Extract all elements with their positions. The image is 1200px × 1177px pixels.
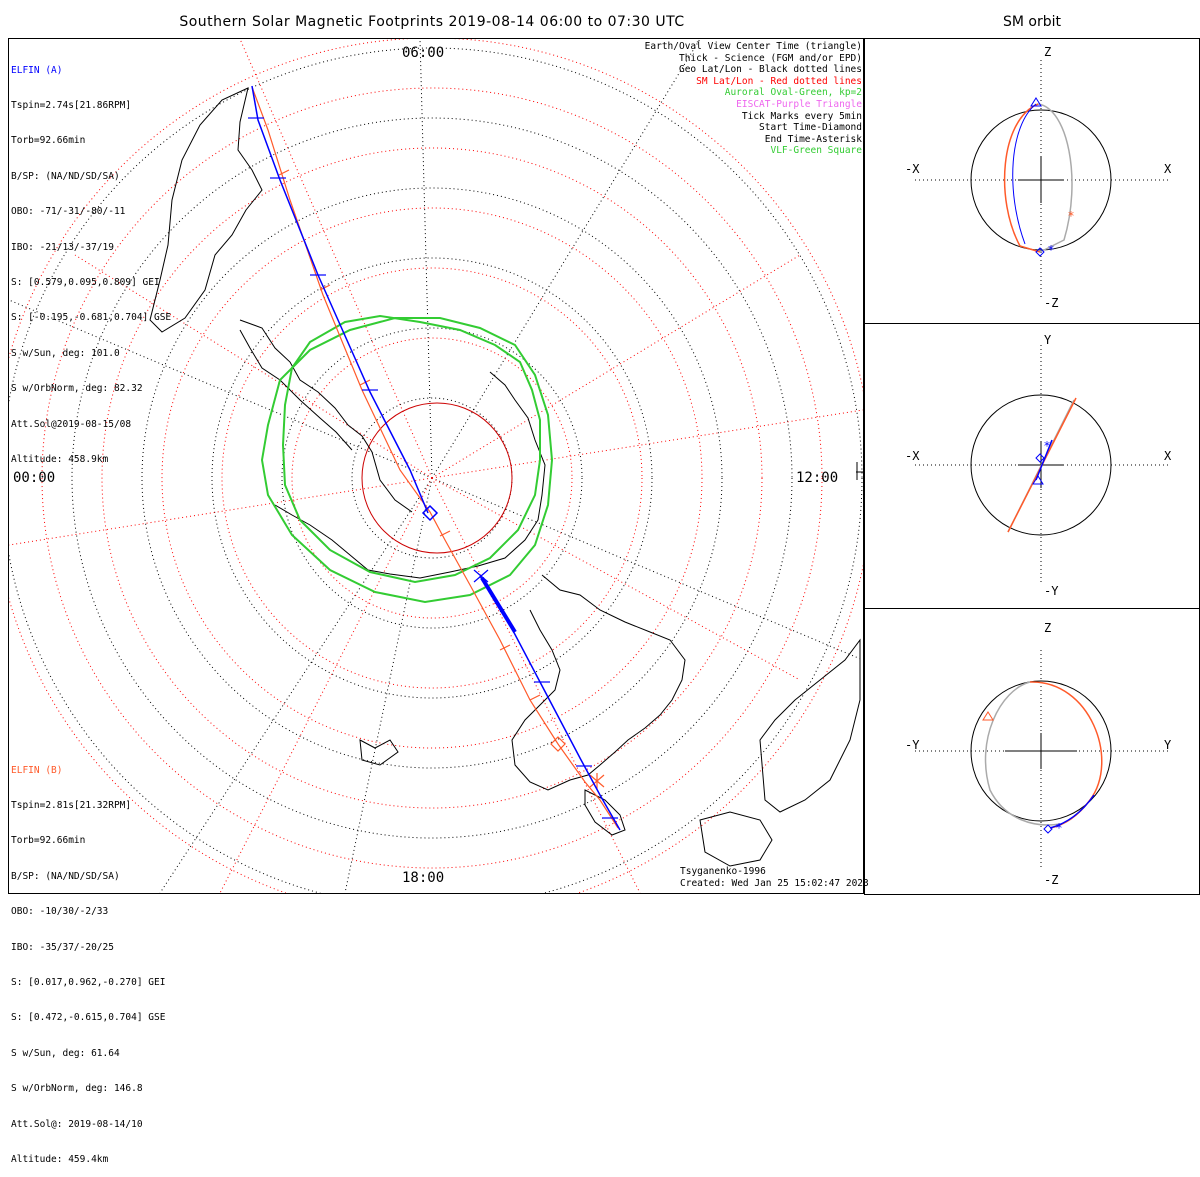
elfin-b-ticks xyxy=(278,169,541,701)
panel2-axis-left: -X xyxy=(905,449,920,463)
elfin-b-line: S w/Sun, deg: 61.64 xyxy=(11,1047,120,1059)
mlt-label-right: 12:00 xyxy=(796,470,839,486)
elfin-b-line: Torb=92.66min xyxy=(11,835,86,847)
elfin-a-line: S w/Sun, deg: 101.0 xyxy=(11,347,120,359)
footprint-map-frame xyxy=(8,38,864,894)
legend-item: EISCAT-Purple Triangle xyxy=(736,98,862,110)
elfin-a-line: IBO: -21/13/-37/19 xyxy=(11,241,114,253)
footprint-map xyxy=(9,39,863,893)
panel2-axis-right: X xyxy=(1164,449,1172,463)
elfin-b-line: Tspin=2.81s[21.32RPM] xyxy=(11,799,132,811)
elfin-b-start-diamond xyxy=(550,736,566,752)
elfin-a-ticks xyxy=(248,117,618,819)
panel3-axis-left: -Y xyxy=(905,738,920,752)
elfin-b-line: S: [0.017,0.962,-0.270] GEI xyxy=(11,976,166,988)
legend-item: Start Time-Diamond xyxy=(759,122,862,134)
sm-orbit-title: SM orbit xyxy=(1002,14,1061,30)
panel2-axis-top: Y xyxy=(1044,333,1052,347)
elfin-a-start-diamond xyxy=(421,504,439,522)
sm-orbit-panel-xz xyxy=(864,38,1200,324)
elfin-a-line: S w/OrbNorm, deg: 82.32 xyxy=(11,383,143,395)
auroral-oval xyxy=(260,314,554,604)
coastlines xyxy=(149,87,861,867)
legend-item: Auroral Oval-Green, kp=2 xyxy=(724,87,862,99)
elfin-a-line: Att.Sol@2019-08-15/08 xyxy=(11,418,132,430)
panel3-axis-right: Y xyxy=(1164,738,1172,752)
elfin-a-line: Torb=92.66min xyxy=(11,135,86,147)
elfin-b-info: ELFIN (B) Tspin=2.81s[21.32RPM] Torb=92.… xyxy=(11,741,165,1177)
elfin-b-line: IBO: -35/37/-20/25 xyxy=(11,941,114,953)
panel1-axis-right: X xyxy=(1164,162,1172,176)
elfin-b-line: B/SP: (NA/ND/SD/SA) xyxy=(11,870,120,882)
sm-grid xyxy=(9,39,863,893)
model-name: Tsyganenko-1996 xyxy=(680,866,766,877)
elfin-a-line: B/SP: (NA/ND/SD/SA) xyxy=(11,170,120,182)
legend: Earth/Oval View Center Time (triangle) T… xyxy=(645,41,862,157)
sm-orbit-panel-xy xyxy=(864,323,1200,609)
legend-item: Tick Marks every 5min xyxy=(741,110,862,122)
legend-item: Geo Lat/Lon - Black dotted lines xyxy=(678,64,862,76)
elfin-a-info: ELFIN (A) Tspin=2.74s[21.86RPM] Torb=92.… xyxy=(11,41,171,477)
legend-item: Earth/Oval View Center Time (triangle) xyxy=(644,41,862,52)
elfin-b-line: OBO: -10/30/-2/33 xyxy=(11,906,109,918)
panel1-axis-left: -X xyxy=(905,162,920,176)
legend-item: End Time-Asterisk xyxy=(764,133,862,145)
panel2-axis-bottom: -Y xyxy=(1044,584,1059,598)
panel1-axis-bottom: -Z xyxy=(1044,296,1059,310)
mlt-label-top: 06:00 xyxy=(402,45,445,61)
elfin-a-name: ELFIN (A) xyxy=(11,64,63,76)
elfin-b-name: ELFIN (B) xyxy=(11,764,63,776)
legend-item: VLF-Green Square xyxy=(770,145,862,157)
elfin-b-line: Att.Sol@: 2019-08-14/10 xyxy=(11,1118,143,1130)
panel3-axis-bottom: -Z xyxy=(1044,873,1059,887)
created-date: Created: Wed Jan 25 15:02:47 2023 xyxy=(680,877,869,889)
elfin-b-line: S w/OrbNorm, deg: 146.8 xyxy=(11,1083,143,1095)
sm-inner-circle xyxy=(361,402,513,554)
plot-title: Southern Solar Magnetic Footprints 2019-… xyxy=(179,14,685,30)
elfin-a-track xyxy=(248,85,621,831)
legend-item: SM Lat/Lon - Red dotted lines xyxy=(696,75,862,87)
elfin-a-line: S: [0.579,0.095,0.809] GEI xyxy=(11,276,160,288)
elfin-b-line: S: [0.472,-0.615,0.704] GSE xyxy=(11,1012,166,1024)
credit: Tsyganenko-1996 Created: Wed Jan 25 15:0… xyxy=(680,866,869,890)
elfin-b-end-asterisk xyxy=(589,773,605,789)
mlt-label-left: 00:00 xyxy=(13,470,56,486)
elfin-a-line: Tspin=2.74s[21.86RPM] xyxy=(11,99,132,111)
elfin-a-line: Altitude: 458.9km xyxy=(11,453,109,465)
panel3-axis-top: Z xyxy=(1044,621,1052,635)
mlt-label-bottom: 18:00 xyxy=(402,870,445,886)
elfin-a-line: OBO: -71/-31/-80/-11 xyxy=(11,206,126,218)
elfin-a-line: S: [-0.195,-0.681,0.704] GSE xyxy=(11,312,172,324)
legend-item: Thick - Science (FGM and/or EPD) xyxy=(678,52,862,64)
elfin-b-line: Altitude: 459.4km xyxy=(11,1153,109,1165)
elfin-a-end-asterisk xyxy=(473,569,489,583)
panel1-axis-top: Z xyxy=(1044,45,1052,59)
